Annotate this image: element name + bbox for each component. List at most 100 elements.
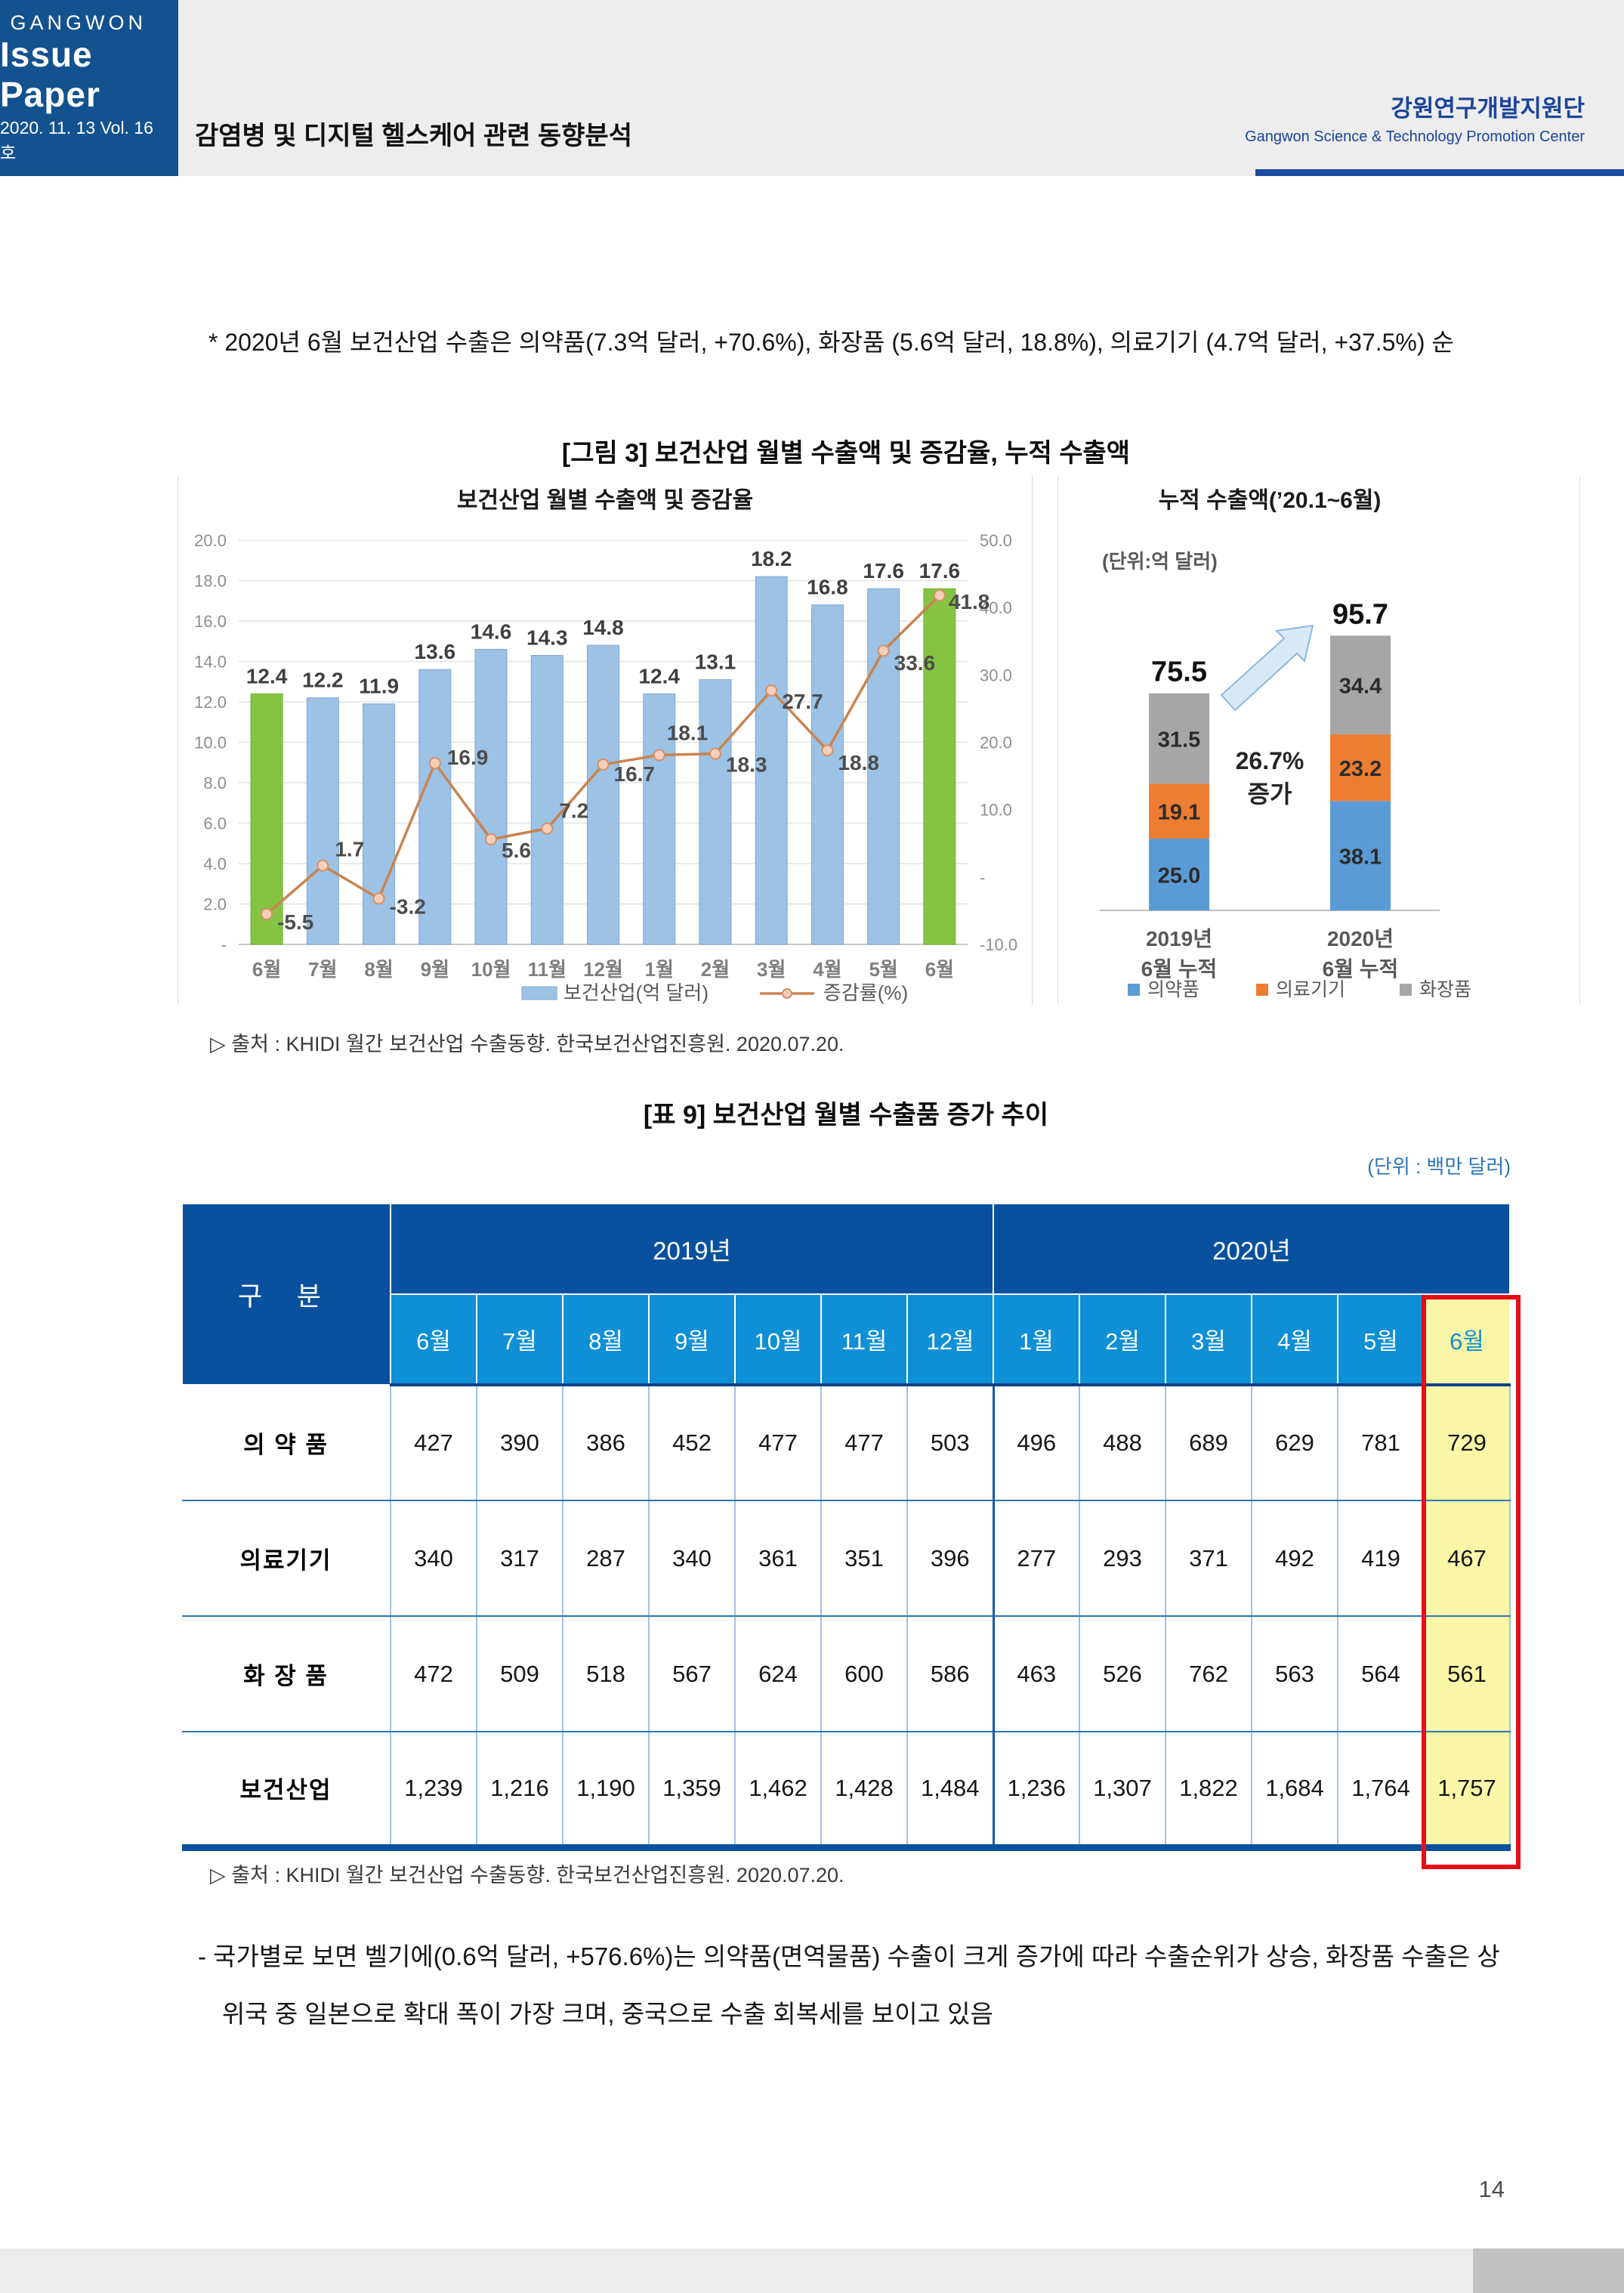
line-point <box>765 684 778 697</box>
table-month-header: 7월 <box>476 1293 563 1386</box>
table-header-year-row: 구 분 2019년 2020년 <box>181 1203 1511 1386</box>
table-row-label: 보건산업 <box>182 1732 391 1851</box>
export-bar <box>474 648 508 945</box>
bar-value-label: 18.2 <box>751 547 792 570</box>
brand-top: GANGWON <box>10 11 147 35</box>
x-axis-label: 8월 <box>364 958 393 981</box>
unit-label: (단위:억 달러) <box>1102 550 1218 573</box>
table-cell: 1,236 <box>993 1732 1080 1851</box>
stacked-segment <box>1149 783 1209 839</box>
table-month-header: 2월 <box>1079 1293 1166 1386</box>
line-point <box>316 859 329 872</box>
export-table: 구 분 2019년 2020년 6월 7월 8월 9월 10월 11월 12월 1월 2월 3월 4월 5월… <box>181 1203 1511 1851</box>
left-axis-tick: 14.0 <box>194 653 227 672</box>
table-cell: 452 <box>649 1385 736 1501</box>
bar-value-label: 11.9 <box>359 675 399 698</box>
legend-line-label: 증감률(%) <box>823 981 908 1004</box>
bar-value-label: 14.6 <box>471 620 512 643</box>
line-value-label: -5.5 <box>277 910 313 934</box>
table-cell: 477 <box>821 1385 908 1501</box>
stacked-segment <box>1330 801 1391 910</box>
table-cell: 1,239 <box>391 1732 477 1851</box>
right-axis-tick: - <box>980 868 985 887</box>
left-axis-tick: 20.0 <box>194 531 227 550</box>
line-value-label: 18.3 <box>726 753 767 777</box>
x-axis-label: 7월 <box>308 958 337 981</box>
table-row-label: 의 약 품 <box>182 1385 391 1501</box>
line-point <box>877 644 890 657</box>
line-point <box>933 589 946 602</box>
cumulative-export-chart-svg: 누적 수출액(’20.1~6월) (단위:억 달러) 25.0 19.1 31.5 75.… <box>1100 488 1471 1000</box>
monthly-export-chart-panel: 보건산업 월별 수출액 및 증감율 20.0 18.0 16.0 14.0 12.0 10.… <box>178 476 1033 1005</box>
page-number: 14 <box>1478 2176 1505 2202</box>
x-axis-label: 6월 <box>252 958 281 981</box>
x-axis-label: 5월 <box>869 958 897 981</box>
body-text: 국가별로 보면 벨기에(0.6억 달러, +576.6%)는 의약품(면역물품)… <box>213 1942 1500 2028</box>
table-cell: 564 <box>1338 1616 1425 1732</box>
line-point <box>653 749 665 762</box>
legend-label: 화장품 <box>1419 979 1471 1000</box>
table-source: ▷ 출처 : KHIDI 월간 보건산업 수출동향. 한국보건산업진흥원. 20… <box>210 1864 844 1887</box>
table-caption: [표 9] 보건산업 월별 수출품 증가 추이 <box>643 1101 1049 1130</box>
table-cell: 472 <box>391 1616 477 1732</box>
right-axis-tick: 20.0 <box>980 734 1012 752</box>
export-bar <box>587 644 619 945</box>
right-axis-tick: 30.0 <box>980 666 1012 685</box>
table-cell: 624 <box>735 1616 822 1732</box>
bar-value-label: 12.4 <box>638 664 680 688</box>
org-underline-bar <box>1255 169 1624 176</box>
table-cell: 526 <box>1079 1616 1166 1732</box>
bar-value-label: 14.3 <box>526 626 568 649</box>
table-cell: 277 <box>993 1500 1080 1617</box>
export-bar <box>306 697 339 945</box>
footer-bar <box>0 2248 1624 2293</box>
bar-value-label: 12.4 <box>246 664 288 688</box>
org-name-korean: 강원연구개발지원단 <box>1391 95 1585 122</box>
bar-value-label: 13.6 <box>415 640 456 663</box>
table-unit-note: (단위 : 백만 달러) <box>1367 1155 1511 1178</box>
table-row: 화 장 품 472 509 518 567 624 600 586 463 526 762 563 56… <box>182 1616 1511 1732</box>
brand-issue-date: 2020. 11. 13 Vol. 16호 <box>0 118 153 162</box>
table-row: 의 약 품 427 390 386 452 477 477 503 496 488 689 629 78… <box>182 1385 1511 1501</box>
table-cell: 463 <box>993 1616 1080 1732</box>
table-cell: 390 <box>477 1385 563 1501</box>
table-row: 보건산업 1,239 1,216 1,190 1,359 1,462 1,428 1,484 1… <box>182 1732 1511 1851</box>
category-label-line1: 2020년 <box>1327 927 1394 950</box>
table-cell: 317 <box>477 1500 563 1617</box>
x-axis-label: 1월 <box>645 958 674 981</box>
table-cell: 351 <box>821 1500 908 1617</box>
table-month-header: 6월 <box>390 1293 477 1386</box>
x-axis-label: 9월 <box>421 958 449 981</box>
table-cell: 492 <box>1252 1500 1338 1617</box>
table-cell: 503 <box>907 1385 995 1501</box>
segment-value-label: 38.1 <box>1339 845 1382 870</box>
table-month-header: 4월 <box>1251 1293 1338 1386</box>
bar-value-label: 17.6 <box>919 559 961 583</box>
line-point <box>541 822 554 835</box>
export-bar <box>250 693 283 945</box>
table-cell: 1,216 <box>477 1732 563 1851</box>
export-bar <box>810 604 844 945</box>
export-bar <box>418 669 452 945</box>
table-row: 의료기기 340 317 287 340 361 351 396 277 293 371 492 419… <box>182 1500 1511 1617</box>
legend-swatch <box>1256 984 1268 996</box>
table-cell: 340 <box>649 1500 736 1617</box>
brand-title: Issue Paper <box>0 35 100 115</box>
document-title: 감염병 및 디지털 헬스케어 관련 동향분석 <box>195 122 632 150</box>
export-bar <box>643 693 676 945</box>
left-axis-tick: 2.0 <box>203 895 227 914</box>
segment-value-label: 34.4 <box>1339 675 1382 699</box>
table-corner-cell: 구 분 <box>181 1203 391 1386</box>
table-cell: 1,359 <box>649 1732 736 1851</box>
stacked-segment <box>1330 734 1391 802</box>
stacked-segment <box>1330 635 1391 735</box>
line-point <box>428 757 441 770</box>
table-cell: 1,462 <box>735 1732 822 1851</box>
table-month-header: 12월 <box>906 1293 994 1386</box>
legend-swatch <box>1400 984 1412 996</box>
line-value-label: 27.7 <box>782 690 823 713</box>
line-value-label: 16.9 <box>447 746 489 769</box>
segment-value-label: 19.1 <box>1158 801 1200 825</box>
line-value-label: 41.8 <box>949 590 990 613</box>
total-label: 75.5 <box>1151 657 1207 688</box>
